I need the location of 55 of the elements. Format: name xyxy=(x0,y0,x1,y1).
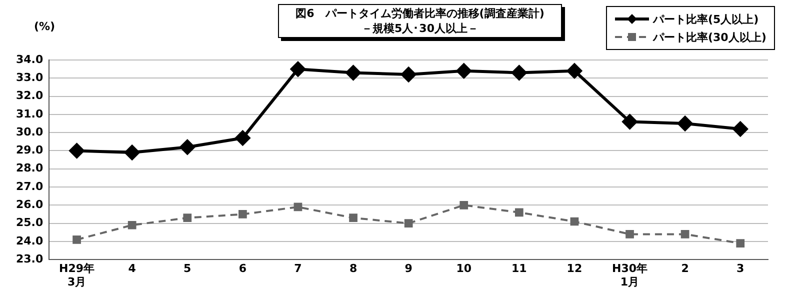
x-tick-label: 7 xyxy=(294,262,302,276)
point xyxy=(124,145,140,160)
y-tick-label: 30.0 xyxy=(16,125,44,138)
y-axis-title: (%) xyxy=(34,20,56,33)
legend-label: パート比率(5人以上) xyxy=(653,12,759,26)
y-tick-label: 23.0 xyxy=(16,252,44,266)
point xyxy=(183,214,192,222)
x-tick-label: 10 xyxy=(456,262,472,276)
point xyxy=(680,230,690,238)
point xyxy=(736,239,745,248)
point xyxy=(69,143,84,158)
y-tick-label: 32.0 xyxy=(16,89,44,102)
point xyxy=(512,65,527,80)
point xyxy=(678,116,693,132)
point xyxy=(626,230,634,238)
y-tick-label: 24.0 xyxy=(16,234,44,248)
y-tick-label: 27.0 xyxy=(16,180,44,193)
y-tick-label: 33.0 xyxy=(16,71,44,84)
point xyxy=(128,220,136,230)
x-tick-label: 5 xyxy=(184,262,192,276)
x-tick-label: 4 xyxy=(128,262,136,276)
x-tick-label: 8 xyxy=(349,262,358,276)
point xyxy=(349,214,358,222)
y-tick-label: 26.0 xyxy=(16,198,44,212)
point xyxy=(401,67,416,82)
point xyxy=(566,63,582,78)
point xyxy=(72,235,81,244)
point xyxy=(180,140,195,155)
x-tick-label: 11 xyxy=(512,262,527,276)
point xyxy=(460,200,468,210)
y-tick-label: 34.0 xyxy=(16,52,44,66)
point xyxy=(622,114,638,130)
point xyxy=(346,65,361,80)
x-tick-label: 2 xyxy=(681,262,689,276)
point xyxy=(238,210,247,218)
point xyxy=(732,121,748,136)
point xyxy=(514,208,524,217)
x-tick-label: H29年 3月 xyxy=(59,262,95,288)
y-tick-label: 31.0 xyxy=(16,107,44,120)
y-tick-label: 29.0 xyxy=(16,144,44,157)
x-tick-label: 6 xyxy=(238,262,247,276)
y-tick-label: 25.0 xyxy=(16,216,44,230)
point xyxy=(404,219,413,228)
chart-title: 図6 パートタイム労働者比率の推移(調査産業計) －規模5人･30人以上－ xyxy=(278,4,562,38)
point xyxy=(294,202,302,212)
x-tick-label: H30年 1月 xyxy=(612,262,648,288)
x-tick-label: 9 xyxy=(404,262,412,276)
x-tick-label: 12 xyxy=(566,262,582,276)
point xyxy=(456,63,472,78)
y-tick-label: 28.0 xyxy=(16,162,44,175)
x-tick-label: 3 xyxy=(736,262,744,276)
point xyxy=(570,217,579,226)
point xyxy=(290,62,306,77)
legend-label: パート比率(30人以上) xyxy=(653,30,766,44)
point xyxy=(235,130,250,146)
